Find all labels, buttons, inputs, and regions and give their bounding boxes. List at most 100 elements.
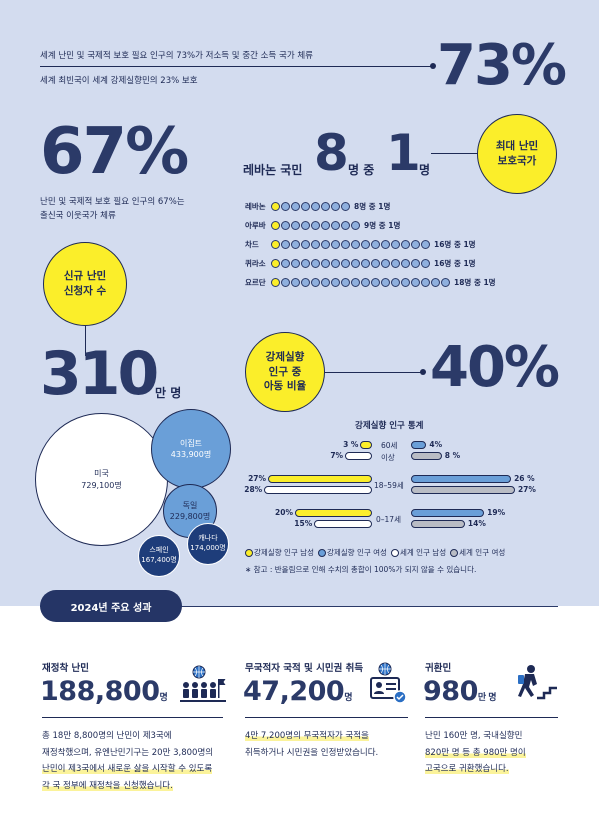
legend-swatch-displaced-male <box>245 548 253 557</box>
dot <box>421 259 430 268</box>
dot <box>441 278 450 287</box>
bar-displaced-female <box>411 441 427 449</box>
stat-resettled-desc-line3: 난민이 제3국에서 새로운 삶을 시작할 수 있도록 <box>42 764 213 775</box>
returnee-walking-icon <box>515 664 559 704</box>
dot-row-count: 9명 중 1명 <box>364 221 401 230</box>
dot <box>311 259 320 268</box>
dot <box>281 221 290 230</box>
stat-resettled-title: 재정착 난민 <box>42 663 90 674</box>
stat-resettled-number: 188,800 <box>40 676 160 707</box>
dot <box>421 278 430 287</box>
big-40: 40% <box>430 335 560 400</box>
lebanon-mid: 명 중 <box>348 163 375 177</box>
max-refugee-host-circle: 최대 난민 보호국가 <box>477 114 557 194</box>
dot <box>301 240 310 249</box>
dot-row: 레바논 8명 중 1명 <box>245 201 390 212</box>
dot <box>321 221 330 230</box>
dot-row-country: 요르단 <box>245 278 266 287</box>
dot <box>321 278 330 287</box>
dot <box>411 259 420 268</box>
dot <box>401 240 410 249</box>
dot <box>311 278 320 287</box>
stat-returnees-desc: 난민 160만 명, 국내실향민 820만 명 등 총 980만 명이 고국으로… <box>425 728 526 778</box>
big-73: 73% <box>437 33 567 98</box>
header-divider-dot <box>430 63 436 69</box>
stat-returnees-number: 980 <box>423 676 478 707</box>
bar-label: 20% <box>275 508 293 517</box>
bar-world-female <box>411 520 465 528</box>
new-applicants-circle: 신규 난민 신청자 수 <box>43 242 127 326</box>
dot <box>361 240 370 249</box>
legend-swatch-world-male <box>390 548 399 557</box>
bar-label: 28% <box>244 485 263 494</box>
dot-row-country: 레바논 <box>245 202 266 211</box>
dot <box>411 278 420 287</box>
dot-highlight <box>271 278 280 287</box>
dot <box>331 278 340 287</box>
dot <box>431 278 440 287</box>
dot <box>321 202 330 211</box>
stat-stateless-number: 47,200 <box>243 676 345 707</box>
dot-row: 퀴라소 16명 중 1명 <box>245 258 476 269</box>
stat-returnees-unit: 만 명 <box>477 693 497 703</box>
lebanon-suffix: 명 <box>419 163 431 177</box>
refugees-group-icon <box>180 665 226 705</box>
lebanon-prefix: 레바논 국민 <box>243 163 303 177</box>
big-310: 310 <box>40 339 159 409</box>
bar-label: 8 % <box>444 451 461 460</box>
age-label: 60세 <box>381 441 398 450</box>
stat-resettled-desc-line4: 각 국 정부에 재정착을 신청했습니다. <box>42 780 173 791</box>
bubble-usa-name: 미국 <box>94 469 109 479</box>
bar-world-female <box>411 486 515 494</box>
dot <box>341 259 350 268</box>
stat-returnees-value: 980만 명 <box>423 676 497 707</box>
bar-world-male <box>345 452 372 460</box>
bar-world-male <box>264 486 372 494</box>
dot <box>331 259 340 268</box>
dot-highlight <box>271 259 280 268</box>
dot <box>321 259 330 268</box>
dot <box>371 259 380 268</box>
dot <box>351 259 360 268</box>
dot <box>381 240 390 249</box>
legend-displaced-male: 강제실향 인구 남성 <box>254 548 314 557</box>
applicants-connector <box>85 326 86 356</box>
stat-stateless-value: 47,200명 <box>243 676 352 707</box>
stat-returnees-desc-line2: 820만 명 등 총 980만 명이 <box>425 747 526 758</box>
bar-label: 7% <box>330 451 344 460</box>
dot-row-count: 18명 중 1명 <box>454 278 496 287</box>
dot <box>351 221 360 230</box>
dot-highlight <box>271 202 280 211</box>
dot <box>361 278 370 287</box>
stat-resettled-divider <box>42 717 223 718</box>
id-card-icon <box>370 662 410 706</box>
dot <box>311 221 320 230</box>
bar-world-male <box>314 520 372 528</box>
stat67-desc1: 난민 및 국제적 보호 필요 인구의 67%는 <box>40 197 185 207</box>
bar-label: 19% <box>487 508 506 517</box>
bubble-canada-name: 캐나다 <box>198 534 218 543</box>
bubble-usa: 미국 729,100명 <box>35 413 168 546</box>
dot <box>391 240 400 249</box>
dot <box>321 240 330 249</box>
dot <box>351 278 360 287</box>
stat-resettled-desc-line2: 재정착했으며, 유엔난민기구는 20만 3,800명의 <box>42 747 214 758</box>
stat-stateless-desc-line2: 취득하거나 시민권을 인정받았습니다. <box>245 747 379 758</box>
dot <box>371 240 380 249</box>
chart-legend: 강제실향 인구 남성 강제실향 인구 여성 세계 인구 남성 세계 인구 여성 <box>245 547 505 558</box>
legend-world-male: 세계 인구 남성 <box>399 548 447 557</box>
bar-label: 14% <box>467 519 486 528</box>
dot-highlight <box>271 221 280 230</box>
stat67-desc2: 출신국 이웃국가 체류 <box>40 211 116 221</box>
footnote: ∗ 참고 : 반올림으로 인해 수치의 총합이 100%가 되지 않을 수 있습… <box>245 565 477 574</box>
dot-highlight <box>271 240 280 249</box>
bubble-egypt-name: 이집트 <box>179 438 203 448</box>
dot <box>331 240 340 249</box>
dot <box>341 202 350 211</box>
bar-displaced-male <box>268 475 372 483</box>
stat-resettled-desc: 총 18만 8,800명의 난민이 제3국에 재정착했으며, 유엔난민기구는 2… <box>42 728 213 794</box>
dot <box>291 259 300 268</box>
dot <box>281 240 290 249</box>
lebanon-num2: 1 <box>386 124 421 182</box>
header-line1: 세계 난민 및 국제적 보호 필요 인구의 73%가 저소득 및 중간 소득 국… <box>40 51 313 61</box>
